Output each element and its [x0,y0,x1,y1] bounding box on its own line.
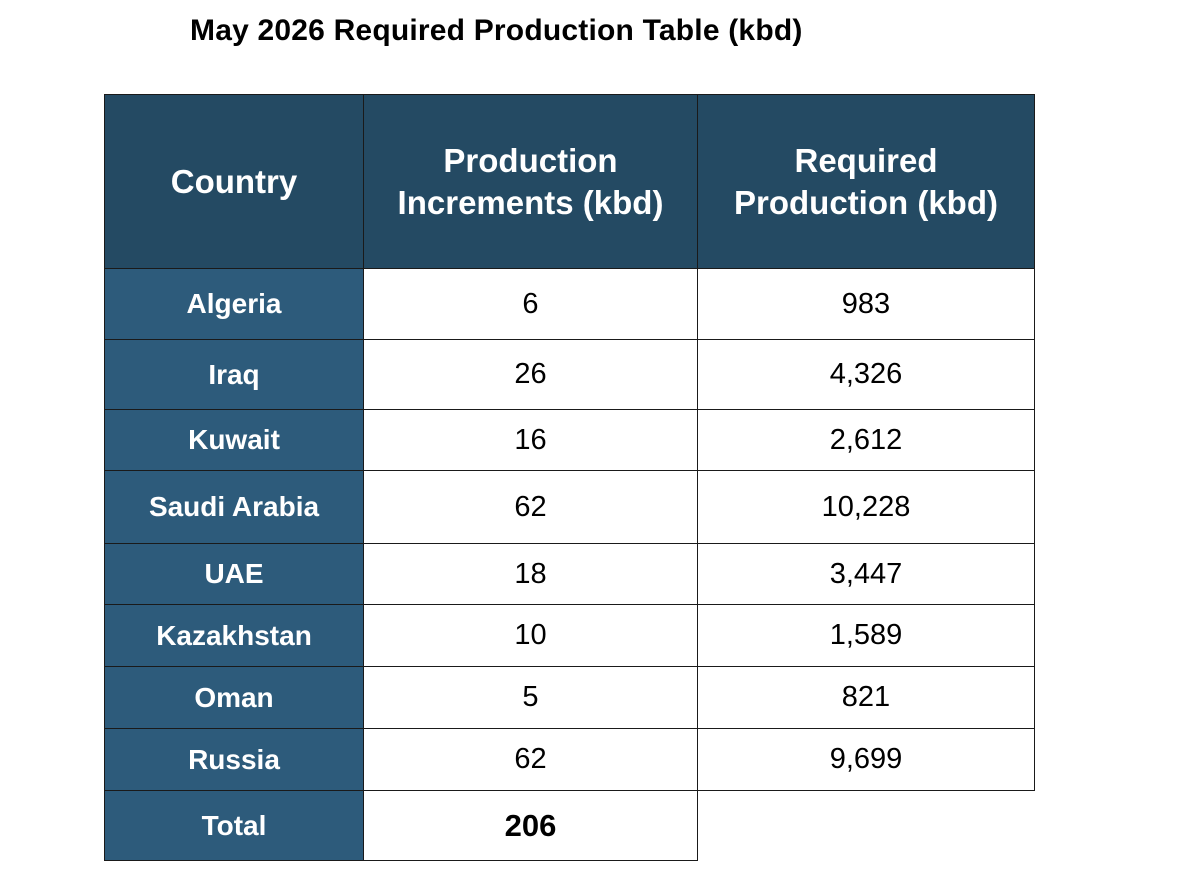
header-required-production: Required Production (kbd) [697,94,1035,269]
required-cell: 10,228 [697,470,1035,544]
country-cell: Algeria [104,268,364,340]
total-label-cell: Total [104,790,364,861]
header-country: Country [104,94,364,269]
increment-cell: 10 [363,604,698,667]
table-row: Russia 62 9,699 [104,728,1035,791]
total-increment-cell: 206 [363,790,698,861]
required-cell: 983 [697,268,1035,340]
increment-cell: 18 [363,543,698,605]
table-row: Algeria 6 983 [104,268,1035,340]
empty-cell [697,790,1035,861]
header-production-increments-line1: Production [443,141,618,179]
country-cell: Kuwait [104,409,364,471]
table-row: UAE 18 3,447 [104,543,1035,605]
country-cell: Oman [104,666,364,729]
increment-cell: 62 [363,470,698,544]
production-table: Country Production Increments (kbd) Requi… [104,94,1035,861]
increment-cell: 16 [363,409,698,471]
increment-cell: 62 [363,728,698,791]
page-title: May 2026 Required Production Table (kbd) [190,14,803,47]
table-row: Saudi Arabia 62 10,228 [104,470,1035,544]
table-row: Kuwait 16 2,612 [104,409,1035,471]
table-row: Kazakhstan 10 1,589 [104,604,1035,667]
required-cell: 4,326 [697,339,1035,410]
table-row: Oman 5 821 [104,666,1035,729]
header-production-increments: Production Increments (kbd) [363,94,698,269]
required-cell: 3,447 [697,543,1035,605]
required-cell: 1,589 [697,604,1035,667]
increment-cell: 26 [363,339,698,410]
country-cell: UAE [104,543,364,605]
table-row: Iraq 26 4,326 [104,339,1035,410]
increment-cell: 6 [363,268,698,340]
header-production-increments-line2: Increments (kbd) [397,183,664,221]
required-cell: 821 [697,666,1035,729]
country-cell: Iraq [104,339,364,410]
total-row: Total 206 [104,790,1035,861]
country-cell: Saudi Arabia [104,470,364,544]
country-cell: Kazakhstan [104,604,364,667]
required-cell: 2,612 [697,409,1035,471]
country-cell: Russia [104,728,364,791]
table-header-row: Country Production Increments (kbd) Requi… [104,94,1035,269]
required-cell: 9,699 [697,728,1035,791]
header-required-production-line2: Production (kbd) [734,183,998,221]
header-required-production-line1: Required [794,141,938,179]
increment-cell: 5 [363,666,698,729]
